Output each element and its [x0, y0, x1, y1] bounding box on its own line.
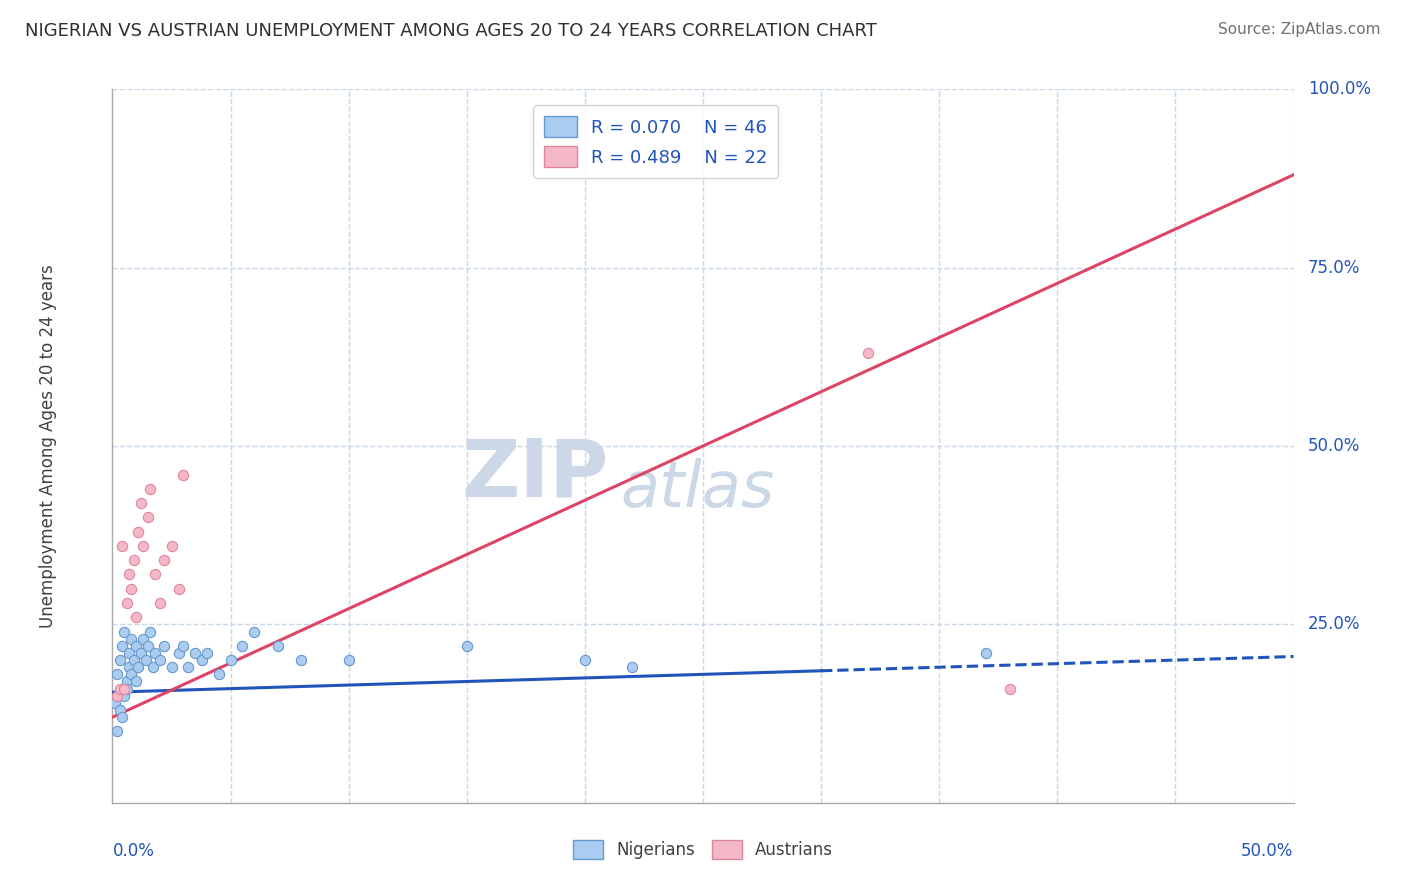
Nigerians — [125, 639, 148, 653]
Nigerians — [104, 696, 127, 710]
Nigerians — [129, 646, 152, 660]
Nigerians — [208, 667, 231, 681]
Austrians — [129, 496, 152, 510]
Nigerians — [112, 624, 135, 639]
Text: atlas: atlas — [620, 458, 775, 520]
Austrians — [858, 346, 880, 360]
Nigerians — [172, 639, 194, 653]
Nigerians — [105, 724, 128, 739]
Nigerians — [191, 653, 214, 667]
Nigerians — [115, 681, 138, 696]
Nigerians — [136, 639, 159, 653]
Nigerians — [160, 660, 183, 674]
Austrians — [118, 567, 141, 582]
Nigerians — [108, 703, 131, 717]
Nigerians — [574, 653, 596, 667]
Nigerians — [153, 639, 176, 653]
Nigerians — [621, 660, 644, 674]
Nigerians — [195, 646, 218, 660]
Austrians — [172, 467, 194, 482]
Austrians — [136, 510, 159, 524]
Nigerians — [456, 639, 478, 653]
Nigerians — [127, 660, 149, 674]
Nigerians — [115, 674, 138, 689]
Text: 50.0%: 50.0% — [1308, 437, 1360, 455]
Nigerians — [167, 646, 190, 660]
Nigerians — [184, 646, 207, 660]
Nigerians — [112, 689, 135, 703]
Nigerians — [243, 624, 266, 639]
Nigerians — [976, 646, 998, 660]
Nigerians — [231, 639, 253, 653]
Legend: Nigerians, Austrians: Nigerians, Austrians — [567, 833, 839, 866]
Austrians — [108, 681, 131, 696]
Austrians — [105, 689, 128, 703]
Austrians — [153, 553, 176, 567]
Nigerians — [111, 639, 134, 653]
Nigerians — [143, 646, 166, 660]
Nigerians — [122, 653, 145, 667]
Nigerians — [108, 653, 131, 667]
Austrians — [998, 681, 1021, 696]
Text: ZIP: ZIP — [461, 435, 609, 514]
Austrians — [111, 539, 134, 553]
Nigerians — [337, 653, 360, 667]
Text: 75.0%: 75.0% — [1308, 259, 1360, 277]
Austrians — [127, 524, 149, 539]
Nigerians — [105, 667, 128, 681]
Text: NIGERIAN VS AUSTRIAN UNEMPLOYMENT AMONG AGES 20 TO 24 YEARS CORRELATION CHART: NIGERIAN VS AUSTRIAN UNEMPLOYMENT AMONG … — [25, 22, 877, 40]
Nigerians — [142, 660, 165, 674]
Nigerians — [290, 653, 312, 667]
Austrians — [122, 553, 145, 567]
Nigerians — [149, 653, 172, 667]
Nigerians — [125, 674, 148, 689]
Austrians — [132, 539, 155, 553]
Austrians — [112, 681, 135, 696]
Austrians — [160, 539, 183, 553]
Austrians — [120, 582, 142, 596]
Text: Source: ZipAtlas.com: Source: ZipAtlas.com — [1218, 22, 1381, 37]
Nigerians — [135, 653, 157, 667]
Austrians — [125, 610, 148, 624]
Nigerians — [118, 660, 141, 674]
Nigerians — [219, 653, 242, 667]
Nigerians — [118, 646, 141, 660]
Text: 25.0%: 25.0% — [1308, 615, 1360, 633]
Text: Unemployment Among Ages 20 to 24 years: Unemployment Among Ages 20 to 24 years — [38, 264, 56, 628]
Nigerians — [120, 632, 142, 646]
Austrians — [143, 567, 166, 582]
Nigerians — [120, 667, 142, 681]
Austrians — [149, 596, 172, 610]
Austrians — [139, 482, 162, 496]
Text: 100.0%: 100.0% — [1308, 80, 1371, 98]
Nigerians — [132, 632, 155, 646]
Austrians — [167, 582, 190, 596]
Text: 0.0%: 0.0% — [112, 842, 155, 860]
Austrians — [115, 596, 138, 610]
Nigerians — [139, 624, 162, 639]
Nigerians — [267, 639, 290, 653]
Text: 50.0%: 50.0% — [1241, 842, 1294, 860]
Nigerians — [177, 660, 200, 674]
Nigerians — [111, 710, 134, 724]
